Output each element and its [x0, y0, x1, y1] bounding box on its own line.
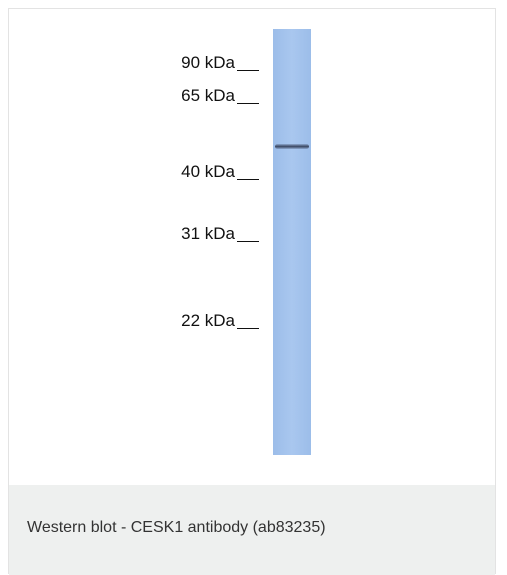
- page: {"blot": {"markers": ["90 kDa", "65 kDa"…: [0, 0, 507, 574]
- caption: Western blot - CESK1 antibody (ab83235): [27, 519, 326, 537]
- marker-label: 90 kDa: [181, 53, 235, 73]
- marker: 22 kDa: [109, 311, 261, 331]
- marker-label: 22 kDa: [181, 311, 235, 331]
- marker-dash: [237, 328, 259, 329]
- marker: 40 kDa: [109, 162, 261, 182]
- marker-label: 40 kDa: [181, 162, 235, 182]
- marker-dash: [237, 179, 259, 180]
- marker: 31 kDa: [109, 224, 261, 244]
- marker-dash: [237, 70, 259, 71]
- band: [275, 144, 309, 149]
- blot-image: 90 kDa 65 kDa 40 kDa 31 kDa 22 kDa: [9, 9, 497, 485]
- marker-dash: [237, 103, 259, 104]
- marker-dash: [237, 241, 259, 242]
- marker: 65 kDa: [109, 86, 261, 106]
- marker: 90 kDa: [109, 53, 261, 73]
- marker-label: 31 kDa: [181, 224, 235, 244]
- marker-label: 65 kDa: [181, 86, 235, 106]
- figure-frame: 90 kDa 65 kDa 40 kDa 31 kDa 22 kDa Western b…: [8, 8, 496, 574]
- caption-box: Western blot - CESK1 antibody (ab83235): [9, 485, 495, 575]
- lane: [273, 29, 311, 455]
